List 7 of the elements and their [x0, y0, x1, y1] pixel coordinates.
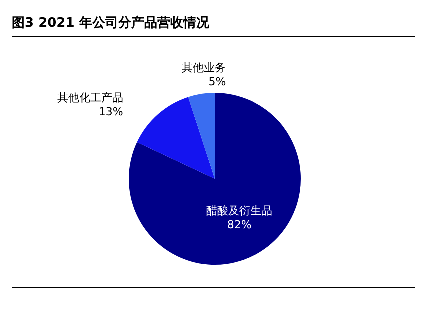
slice-label: 其他业务: [182, 62, 226, 75]
data-label: 5%: [208, 76, 226, 89]
data-label: 13%: [98, 106, 124, 119]
data-label: 82%: [227, 218, 252, 232]
slice-label: 其他化工产品: [57, 92, 124, 105]
chart-title: 图3 2021 年公司分产品营收情况: [11, 14, 210, 33]
slice-label: 醋酸及衍生品: [206, 204, 273, 218]
